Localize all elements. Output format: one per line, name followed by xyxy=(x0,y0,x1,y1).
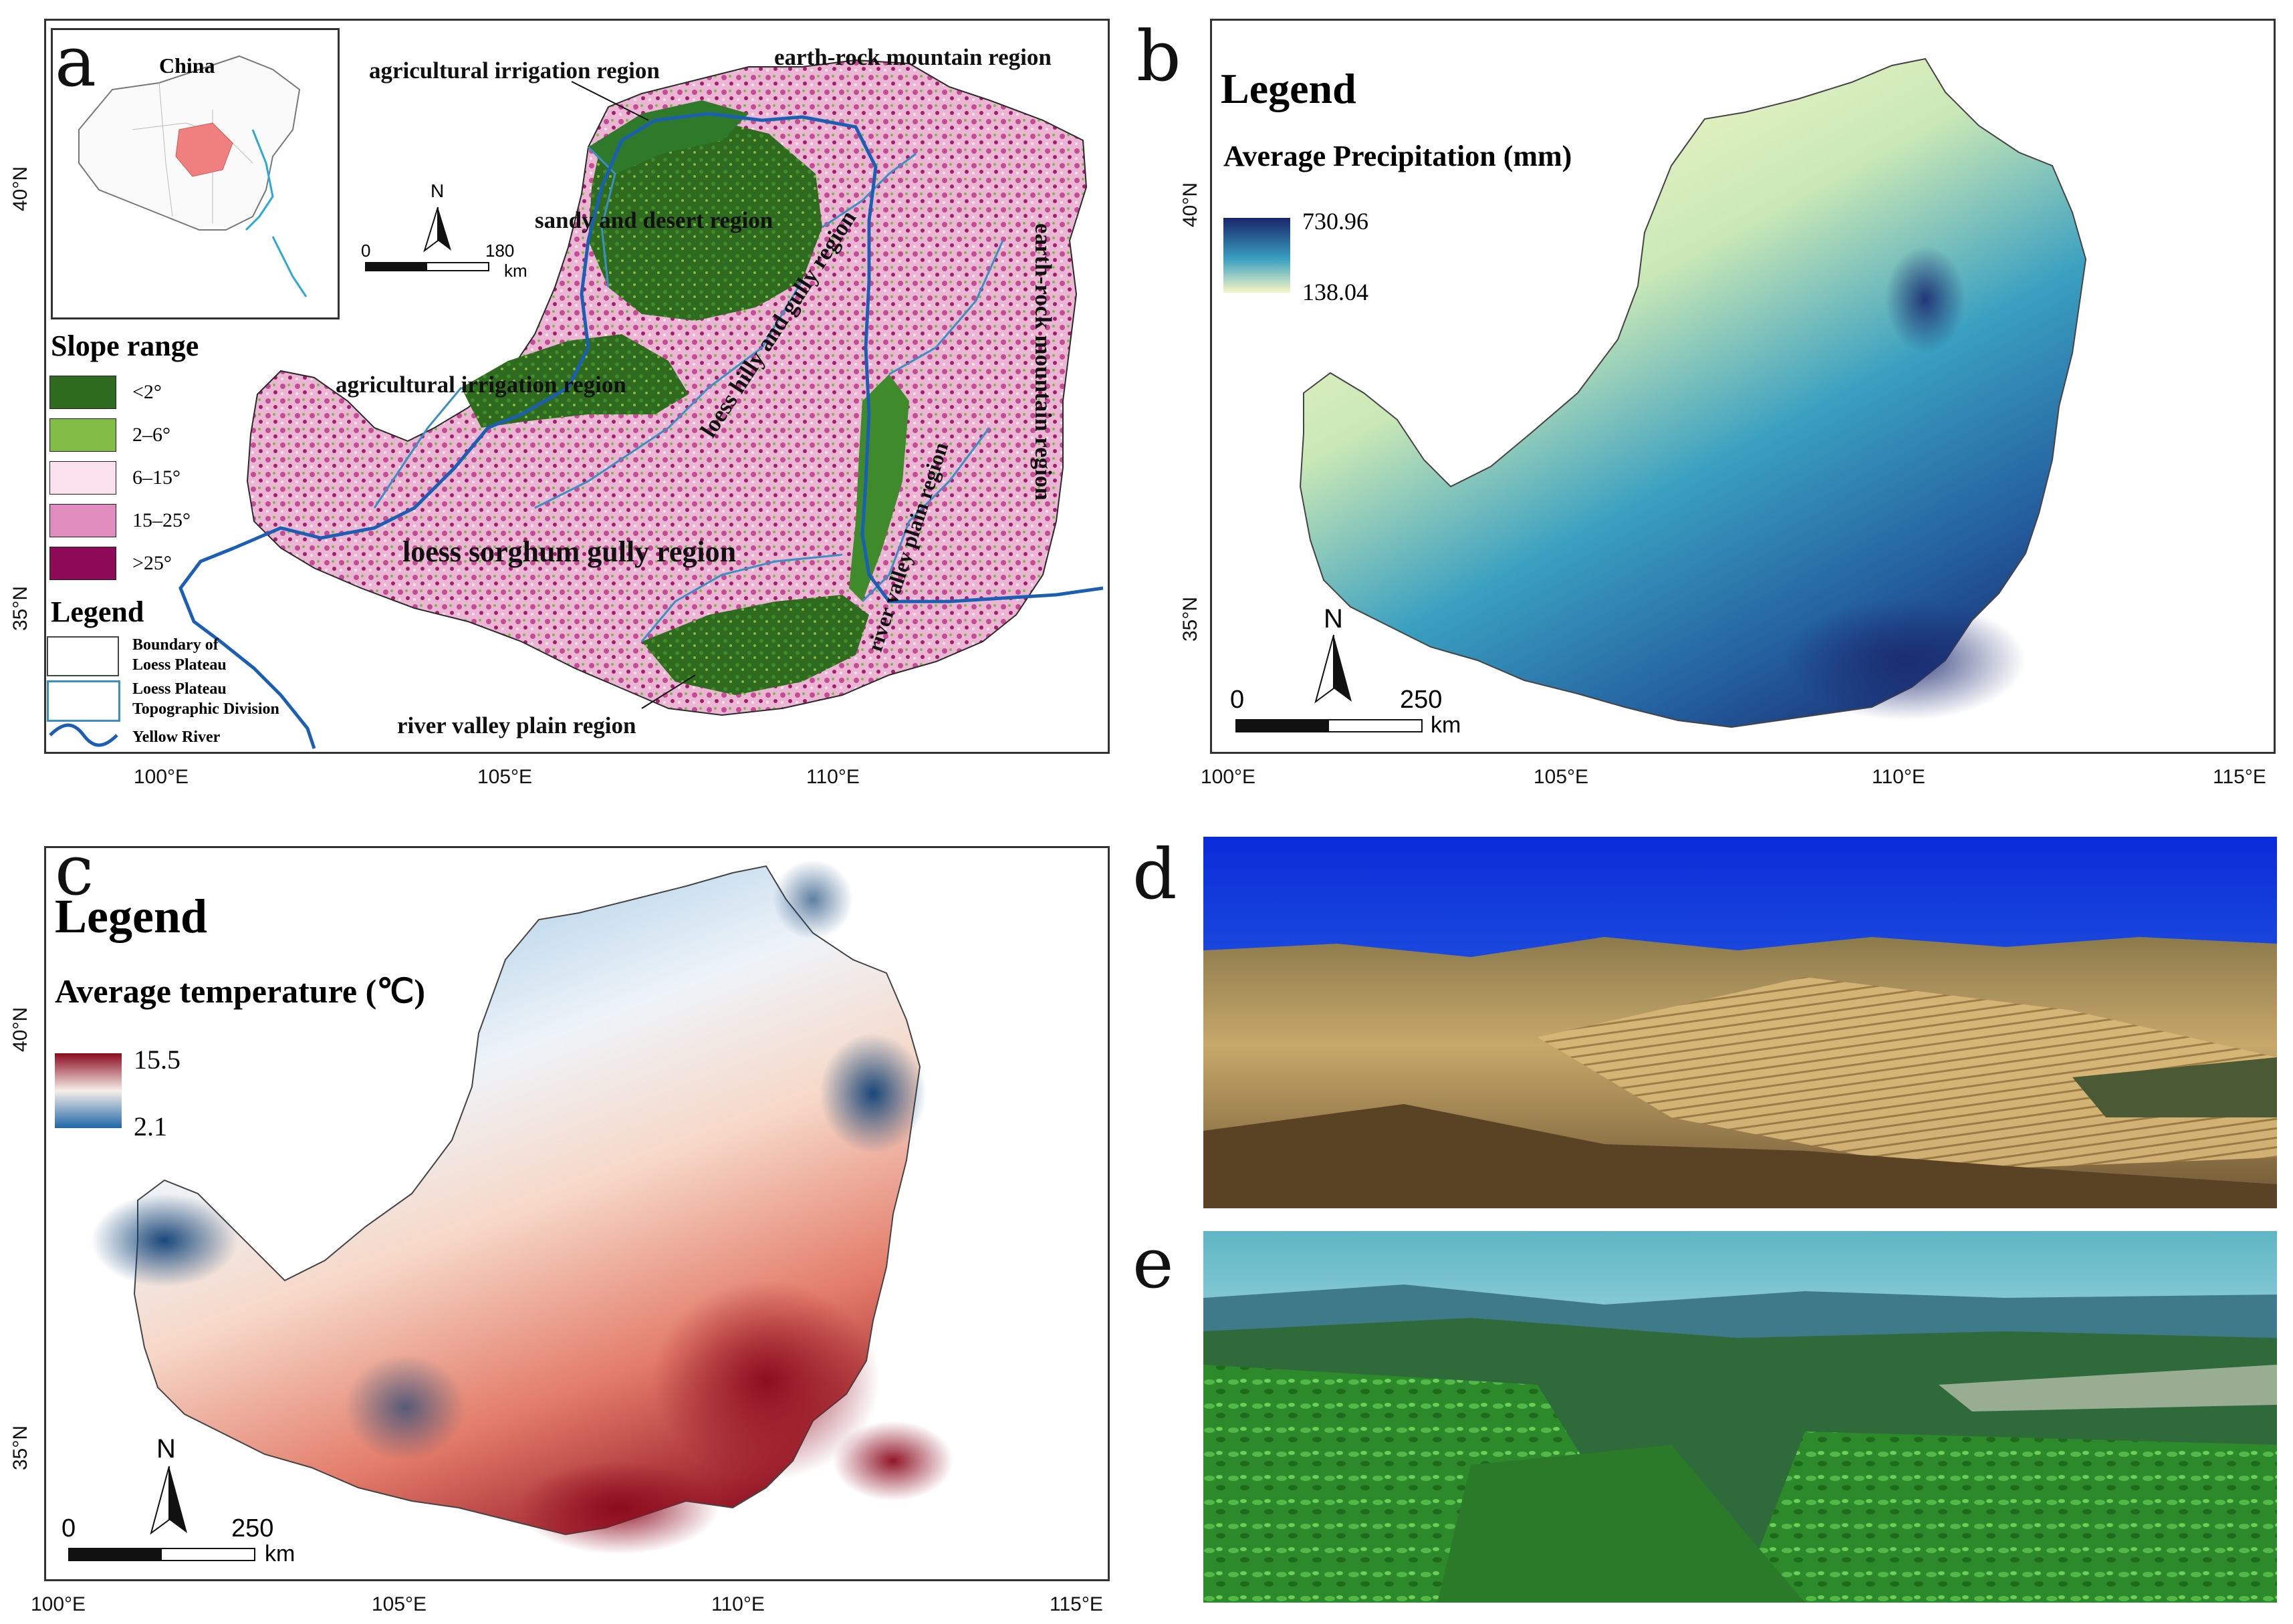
panel-b-north-label: N xyxy=(1324,604,1343,634)
panel-a-lon-110: 110°E xyxy=(806,766,860,788)
panel-letter-b: b xyxy=(1136,15,1181,97)
panel-c-legend-max: 15.5 xyxy=(134,1045,180,1075)
panel-c-scale-unit: km xyxy=(265,1541,295,1567)
panel-c-color-ramp xyxy=(55,1053,122,1128)
slope-label-1: 2–6° xyxy=(132,424,170,446)
slope-swatch-0 xyxy=(49,376,116,409)
panel-b-lon-110: 110°E xyxy=(1872,766,1925,788)
legend-division-label-1: Loess Plateau xyxy=(132,680,227,698)
panel-b-north-arrow xyxy=(1314,634,1352,704)
inset-label-china: China xyxy=(159,53,215,78)
panel-a-scale-unit: km xyxy=(504,261,527,281)
region-label-river-valley-bottom: river valley plain region xyxy=(397,712,636,738)
slope-label-3: 15–25° xyxy=(132,509,191,531)
photo-d-scene xyxy=(1203,837,2277,1208)
panel-c-north-label: N xyxy=(156,1434,176,1464)
slope-swatch-3 xyxy=(49,504,116,537)
panel-a-lat-35: 35°N xyxy=(9,585,31,631)
slope-swatch-1 xyxy=(49,418,116,452)
panel-letter-e: e xyxy=(1132,1222,1174,1304)
panel-a-lon-105: 105°E xyxy=(477,766,533,788)
region-label-agri-irrigation-mid: agricultural irrigation region xyxy=(336,372,626,398)
slope-label-0: <2° xyxy=(132,381,162,403)
panel-c-legend-min: 2.1 xyxy=(134,1111,167,1141)
panel-a-slope-map xyxy=(178,59,1104,749)
sandy-desert-flat-area xyxy=(588,120,822,321)
china-inset-map xyxy=(78,55,308,297)
panel-c-scale-start: 0 xyxy=(62,1514,76,1542)
region-label-earth-rock-top: earth-rock mountain region xyxy=(774,44,1052,70)
panel-c-lon-110: 110°E xyxy=(711,1593,765,1615)
panel-a-scale-end: 180 xyxy=(485,241,515,261)
panel-b-legend-max: 730.96 xyxy=(1302,208,1368,235)
panel-c-lon-105: 105°E xyxy=(372,1593,427,1615)
slope-label-4: >25° xyxy=(132,552,172,574)
slope-swatch-4 xyxy=(49,547,116,580)
panel-c-lat-40: 40°N xyxy=(9,1006,31,1052)
panel-b-scale-bar xyxy=(1235,719,1423,732)
panel-c-lon-115: 115°E xyxy=(1050,1593,1103,1615)
panel-b-legend-min: 138.04 xyxy=(1302,279,1368,305)
panel-c-scale-bar xyxy=(68,1548,255,1561)
irrigation-flat-area-mid xyxy=(461,334,689,428)
legend-boundary-label-1: Boundary of xyxy=(132,636,219,654)
panel-b-lat-40: 40°N xyxy=(1179,182,1201,227)
plateau-precip-shape xyxy=(1299,57,2087,728)
region-label-agri-irrigation-top: agricultural irrigation region xyxy=(369,57,660,84)
panel-b-variable-title: Average Precipitation (mm) xyxy=(1223,140,1572,172)
panel-c-lon-100: 100°E xyxy=(31,1593,86,1615)
panel-a-legend-title: Legend xyxy=(51,595,144,628)
region-label-loess-sorghum: loess sorghum gully region xyxy=(402,535,737,568)
panel-b-color-ramp xyxy=(1223,218,1290,293)
label-leader-lines xyxy=(571,81,696,709)
panel-b-lon-115: 115°E xyxy=(2213,766,2266,788)
loess-plateau-inset-highlight xyxy=(175,122,233,177)
panel-letter-d: d xyxy=(1132,833,1177,915)
river-valley-flat-area xyxy=(642,595,869,695)
panel-c-variable-title: Average temperature (℃) xyxy=(55,972,426,1010)
topographic-division-lines xyxy=(373,146,1004,642)
legend-boundary-swatch xyxy=(47,636,119,676)
yellow-river-line xyxy=(233,112,1104,603)
panel-c-lat-35: 35°N xyxy=(9,1425,31,1470)
legend-boundary-label-2: Loess Plateau xyxy=(132,656,227,674)
slope-range-title: Slope range xyxy=(51,329,199,362)
legend-division-swatch xyxy=(47,680,120,722)
panel-b-legend-title: Legend xyxy=(1221,65,1356,112)
slope-swatch-2 xyxy=(49,461,116,495)
panel-b-precip-map xyxy=(1299,57,2087,728)
panel-b-lon-105: 105°E xyxy=(1534,766,1589,788)
panel-b-lon-100: 100°E xyxy=(1201,766,1256,788)
panel-c-temperature-map xyxy=(91,859,953,1554)
panel-a-lat-40: 40°N xyxy=(9,166,31,211)
loess-terrace-landscape-photo xyxy=(1203,837,2277,1208)
inset-coast xyxy=(245,129,308,297)
panel-c-north-arrow xyxy=(150,1466,187,1535)
panel-b-scale-end: 250 xyxy=(1400,686,1443,714)
panel-letter-c: c xyxy=(55,829,94,911)
panel-a-north-label: N xyxy=(431,180,445,201)
legend-river-symbol xyxy=(49,723,118,747)
irrigation-flat-area-top xyxy=(588,100,749,174)
region-label-sandy-desert: sandy and desert region xyxy=(535,207,773,233)
slope-label-2: 6–15° xyxy=(132,466,180,489)
legend-division-label-2: Topographic Division xyxy=(132,700,279,718)
panel-b-lat-35: 35°N xyxy=(1179,596,1201,642)
panel-a-lon-100: 100°E xyxy=(134,766,189,788)
panel-a-scale-start: 0 xyxy=(361,241,371,261)
panel-c-legend-title: Legend xyxy=(55,890,208,943)
photo-e-scene xyxy=(1203,1231,2277,1603)
panel-c-scale-end: 250 xyxy=(231,1514,274,1542)
panel-b-scale-start: 0 xyxy=(1230,686,1245,714)
vegetated-hills-landscape-photo xyxy=(1203,1231,2277,1603)
panel-b-scale-unit: km xyxy=(1431,712,1461,738)
panel-a-scale-bar xyxy=(365,262,489,271)
panel-a-north-arrow xyxy=(423,207,451,253)
legend-river-label: Yellow River xyxy=(132,728,221,746)
panel-letter-a: a xyxy=(55,21,97,102)
